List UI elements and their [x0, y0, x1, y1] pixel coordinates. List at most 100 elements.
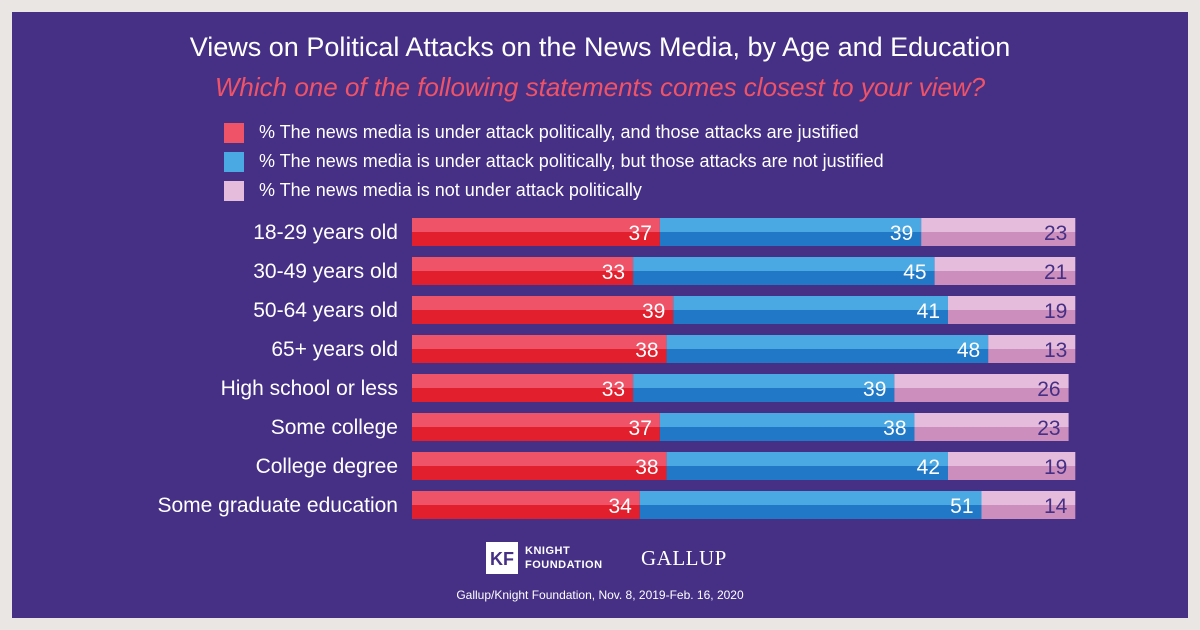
stacked-bar-chart: 18-29 years old 37 39 23 30-49 years old 33 45… — [157, 218, 1076, 519]
bar-justified-bottom — [412, 310, 674, 324]
knight-logo-line1: KNIGHT — [525, 545, 571, 557]
bar-justified-top — [412, 452, 667, 466]
legend-label-justified: % The news media is under attack politic… — [259, 122, 859, 142]
bar-justified-bottom — [412, 427, 660, 441]
bar-justified-top — [412, 296, 674, 310]
data-label-not-justified: 42 — [917, 456, 940, 479]
bar-not-under-attack-bottom — [894, 388, 1069, 402]
data-label-not-under-attack: 23 — [1044, 222, 1067, 245]
bar-justified-bottom — [412, 505, 640, 519]
chart-card: Views on Political Attacks on the News M… — [12, 12, 1188, 618]
data-label-justified: 37 — [629, 417, 652, 440]
data-label-not-justified: 48 — [957, 339, 980, 362]
category-label: Some graduate education — [157, 494, 398, 517]
bar-not-justified-bottom — [633, 271, 935, 285]
legend-swatch-not-justified — [224, 151, 244, 172]
data-label-not-under-attack: 26 — [1037, 378, 1060, 401]
data-label-justified: 38 — [635, 456, 658, 479]
bar-justified-top — [412, 218, 660, 232]
bar-not-justified-top — [659, 413, 915, 427]
data-label-justified: 33 — [602, 378, 625, 401]
data-label-not-justified: 39 — [863, 378, 886, 401]
source-note: Gallup/Knight Foundation, Nov. 8, 2019-F… — [456, 588, 744, 602]
category-label: 65+ years old — [271, 338, 398, 361]
bar-not-under-attack-bottom — [981, 505, 1076, 519]
bar-not-justified-bottom — [633, 388, 895, 402]
legend-swatch-justified — [224, 122, 244, 143]
data-label-not-under-attack: 14 — [1044, 495, 1068, 518]
bar-justified-top — [412, 374, 634, 388]
gallup-logo: GALLUP — [641, 545, 727, 570]
knight-foundation-logo-icon: KF — [486, 542, 518, 574]
bar-not-justified-top — [673, 296, 948, 310]
category-label: 30-49 years old — [253, 260, 398, 283]
legend-item-not-under-attack: % The news media is not under attack pol… — [224, 176, 884, 205]
category-label: 50-64 years old — [253, 299, 398, 322]
data-label-not-under-attack: 23 — [1037, 417, 1060, 440]
footer-logos: KF KNIGHT FOUNDATION GALLUP — [486, 542, 727, 574]
bar-not-justified-top — [666, 335, 989, 349]
bar-not-justified-bottom — [666, 349, 989, 363]
bar-not-justified-bottom — [639, 505, 982, 519]
knight-logo-line2: FOUNDATION — [525, 559, 603, 571]
legend-label-not-justified: % The news media is under attack politic… — [259, 151, 884, 171]
bar-not-justified-bottom — [666, 466, 948, 480]
bar-not-justified-top — [659, 218, 922, 232]
bar-not-under-attack-bottom — [914, 427, 1069, 441]
bar-justified-top — [412, 413, 660, 427]
bar-not-under-attack-top — [948, 296, 1076, 310]
category-label: 18-29 years old — [253, 221, 398, 244]
data-label-not-justified: 45 — [903, 261, 926, 284]
knight-foundation-logo-text: KNIGHT FOUNDATION — [525, 544, 611, 572]
bar-justified-bottom — [412, 349, 667, 363]
data-label-justified: 33 — [602, 261, 625, 284]
chart-subtitle: Which one of the following statements co… — [214, 72, 986, 102]
data-label-not-under-attack: 21 — [1044, 261, 1067, 284]
legend: % The news media is under attack politic… — [224, 118, 884, 205]
legend-swatch-not-under-attack — [224, 180, 244, 201]
bar-justified-top — [412, 257, 634, 271]
category-label: Some college — [271, 416, 398, 439]
data-label-justified: 38 — [635, 339, 658, 362]
bar-justified-top — [412, 491, 640, 505]
bar-not-justified-bottom — [659, 427, 915, 441]
bar-not-under-attack-bottom — [948, 466, 1076, 480]
category-label: High school or less — [221, 377, 398, 400]
legend-item-not-justified: % The news media is under attack politic… — [224, 147, 884, 176]
bar-not-under-attack-top — [981, 491, 1076, 505]
bar-justified-bottom — [412, 388, 634, 402]
data-label-not-under-attack: 19 — [1044, 300, 1067, 323]
bar-justified-bottom — [412, 271, 634, 285]
data-label-justified: 37 — [629, 222, 652, 245]
bar-not-under-attack-top — [934, 257, 1076, 271]
bar-not-under-attack-bottom — [948, 310, 1076, 324]
chart-title: Views on Political Attacks on the News M… — [189, 32, 1011, 62]
legend-label-not-under-attack: % The news media is not under attack pol… — [259, 180, 642, 200]
data-label-justified: 34 — [608, 495, 632, 518]
bar-not-justified-top — [666, 452, 948, 466]
data-label-justified: 39 — [642, 300, 665, 323]
bar-not-justified-bottom — [659, 232, 922, 246]
bar-not-justified-bottom — [673, 310, 948, 324]
data-label-not-justified: 51 — [950, 495, 973, 518]
bar-justified-bottom — [412, 466, 667, 480]
bar-not-under-attack-top — [894, 374, 1069, 388]
bar-not-under-attack-bottom — [934, 271, 1076, 285]
bar-justified-bottom — [412, 232, 660, 246]
bar-not-under-attack-bottom — [921, 232, 1076, 246]
data-label-not-justified: 39 — [890, 222, 913, 245]
legend-item-justified: % The news media is under attack politic… — [224, 118, 884, 147]
bar-not-justified-top — [639, 491, 982, 505]
knight-logo-mark: KF — [490, 549, 514, 569]
bar-not-under-attack-top — [914, 413, 1069, 427]
data-label-not-justified: 41 — [917, 300, 940, 323]
data-label-not-justified: 38 — [883, 417, 906, 440]
bar-not-under-attack-top — [948, 452, 1076, 466]
bar-not-justified-top — [633, 257, 935, 271]
bar-not-under-attack-top — [988, 335, 1076, 349]
bar-justified-top — [412, 335, 667, 349]
category-label: College degree — [256, 455, 398, 478]
bar-not-justified-top — [633, 374, 895, 388]
data-label-not-under-attack: 13 — [1044, 339, 1067, 362]
bar-not-under-attack-bottom — [988, 349, 1076, 363]
